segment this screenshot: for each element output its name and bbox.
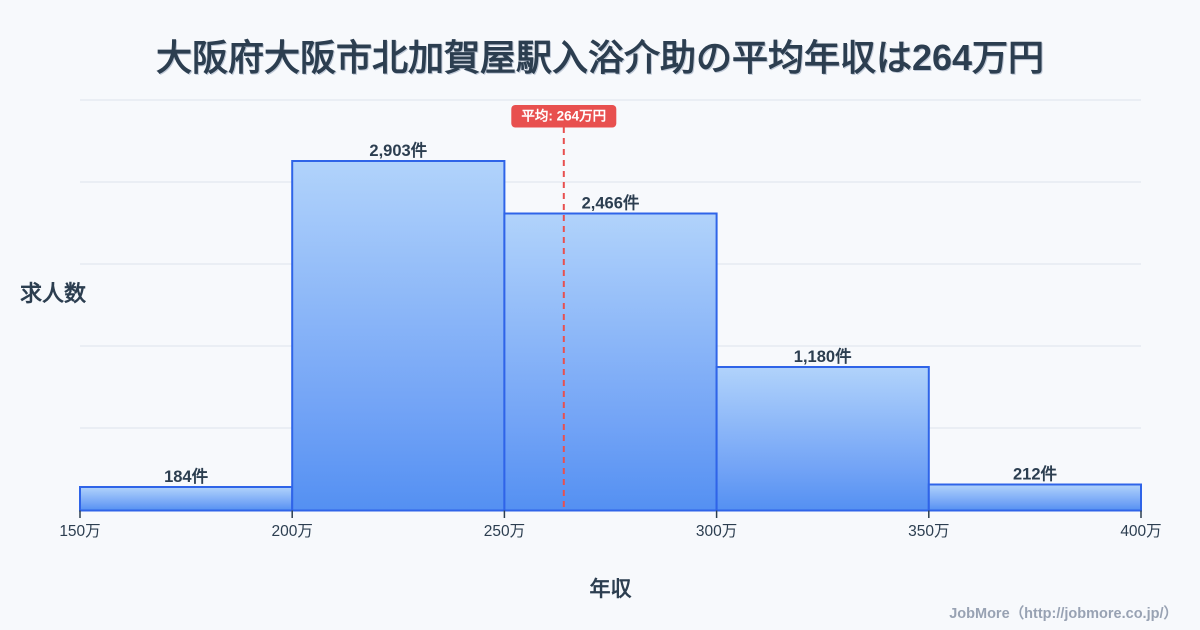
svg-text:1,180件: 1,180件 (794, 346, 852, 366)
svg-text:212件: 212件 (1013, 464, 1058, 484)
svg-text:250万: 250万 (484, 523, 525, 540)
svg-text:200万: 200万 (272, 523, 313, 540)
svg-text:300万: 300万 (696, 523, 737, 540)
svg-text:400万: 400万 (1120, 523, 1161, 540)
svg-text:350万: 350万 (908, 523, 949, 540)
svg-text:2,903件: 2,903件 (369, 140, 427, 160)
svg-text:平均: 264万円: 平均: 264万円 (521, 108, 606, 124)
svg-text:2,466件: 2,466件 (582, 193, 640, 213)
svg-text:150万: 150万 (59, 523, 100, 540)
svg-text:184件: 184件 (164, 466, 209, 486)
